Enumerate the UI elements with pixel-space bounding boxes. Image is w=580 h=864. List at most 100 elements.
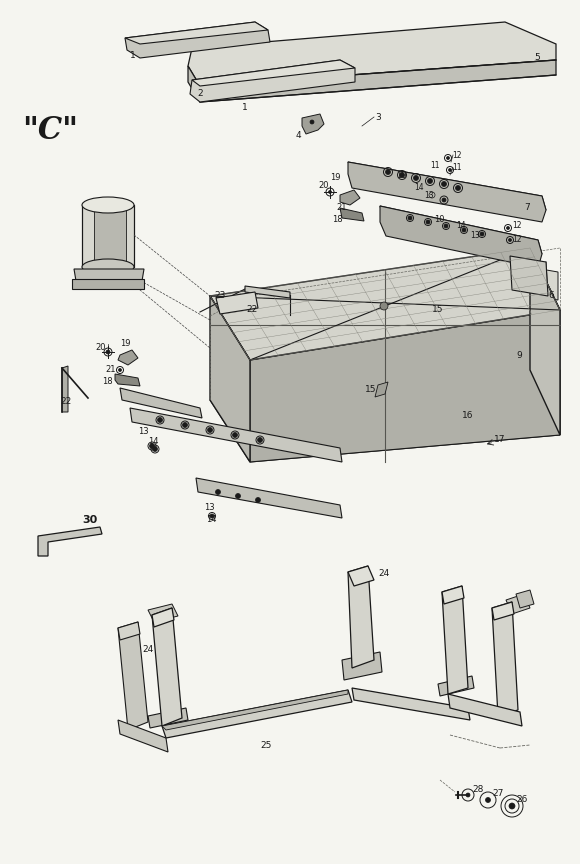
Polygon shape <box>245 286 290 298</box>
Polygon shape <box>250 310 560 462</box>
Polygon shape <box>348 566 374 586</box>
Polygon shape <box>190 60 355 102</box>
Polygon shape <box>448 694 522 726</box>
Polygon shape <box>340 208 364 221</box>
Circle shape <box>310 120 314 124</box>
Text: 24: 24 <box>378 569 389 579</box>
Polygon shape <box>118 622 140 640</box>
Polygon shape <box>375 382 388 397</box>
Text: 13: 13 <box>204 504 215 512</box>
Polygon shape <box>516 590 534 608</box>
Circle shape <box>210 514 214 518</box>
Text: 14: 14 <box>148 437 158 447</box>
Polygon shape <box>74 269 144 281</box>
Text: 13: 13 <box>424 190 434 200</box>
Text: 11: 11 <box>452 163 462 173</box>
Polygon shape <box>348 566 374 668</box>
Polygon shape <box>342 652 382 680</box>
Polygon shape <box>380 206 542 254</box>
Text: 26: 26 <box>516 796 527 804</box>
Text: 25: 25 <box>260 741 271 751</box>
Text: 18: 18 <box>332 215 343 225</box>
Text: 10: 10 <box>396 170 407 180</box>
Circle shape <box>380 302 388 310</box>
Text: 19: 19 <box>330 173 340 181</box>
Circle shape <box>158 417 162 422</box>
Text: 27: 27 <box>492 789 503 797</box>
Text: 12: 12 <box>512 221 521 231</box>
Polygon shape <box>188 22 556 86</box>
Text: 22: 22 <box>246 306 258 314</box>
Text: 24: 24 <box>142 645 153 655</box>
Circle shape <box>506 226 509 230</box>
Polygon shape <box>216 292 258 314</box>
Polygon shape <box>188 60 556 102</box>
Text: 22: 22 <box>60 397 71 406</box>
Text: 5: 5 <box>534 54 540 62</box>
Text: 13: 13 <box>138 428 148 436</box>
Circle shape <box>485 797 491 803</box>
Polygon shape <box>118 622 148 730</box>
Circle shape <box>462 228 466 232</box>
Text: 23: 23 <box>214 290 226 300</box>
Circle shape <box>447 156 450 160</box>
Polygon shape <box>510 256 548 296</box>
Text: 11: 11 <box>430 161 440 169</box>
Polygon shape <box>380 206 542 268</box>
Circle shape <box>400 173 404 177</box>
Text: 20: 20 <box>318 181 328 189</box>
Circle shape <box>480 232 484 236</box>
Polygon shape <box>148 708 188 728</box>
Polygon shape <box>210 296 250 462</box>
Text: 12: 12 <box>512 234 521 244</box>
Text: 19: 19 <box>120 339 130 347</box>
Circle shape <box>150 443 154 448</box>
Text: 3: 3 <box>375 113 380 123</box>
Text: 2: 2 <box>197 88 202 98</box>
Circle shape <box>216 490 220 494</box>
Polygon shape <box>530 248 560 435</box>
Text: 16: 16 <box>462 410 473 420</box>
Polygon shape <box>302 114 324 134</box>
Text: 14: 14 <box>456 220 466 230</box>
Text: 15: 15 <box>365 385 376 395</box>
Circle shape <box>408 216 412 220</box>
Text: 14: 14 <box>414 182 423 192</box>
Circle shape <box>444 224 448 228</box>
Circle shape <box>442 198 446 202</box>
Polygon shape <box>492 602 514 620</box>
Text: 14: 14 <box>206 516 216 524</box>
Text: "C": "C" <box>22 115 78 146</box>
Circle shape <box>509 803 515 809</box>
Polygon shape <box>438 676 474 696</box>
Polygon shape <box>72 279 144 289</box>
Circle shape <box>235 493 241 499</box>
Text: 13: 13 <box>470 232 480 240</box>
Polygon shape <box>120 388 202 418</box>
Text: 10: 10 <box>434 215 444 225</box>
Circle shape <box>386 169 390 175</box>
Circle shape <box>426 220 430 224</box>
Polygon shape <box>118 720 168 752</box>
Polygon shape <box>148 604 178 622</box>
Circle shape <box>258 437 263 442</box>
Circle shape <box>466 793 470 797</box>
Polygon shape <box>125 22 268 44</box>
Circle shape <box>328 190 332 194</box>
Polygon shape <box>442 586 464 604</box>
Polygon shape <box>442 586 468 694</box>
Polygon shape <box>192 60 355 86</box>
Polygon shape <box>38 527 102 556</box>
Polygon shape <box>82 205 134 267</box>
Polygon shape <box>212 314 244 345</box>
Ellipse shape <box>82 197 134 213</box>
Circle shape <box>509 238 512 242</box>
Polygon shape <box>162 690 352 738</box>
Circle shape <box>106 350 110 354</box>
Polygon shape <box>210 370 560 462</box>
Text: 15: 15 <box>432 306 444 314</box>
Polygon shape <box>94 203 126 263</box>
Text: 21: 21 <box>336 204 346 213</box>
Polygon shape <box>152 608 182 726</box>
Text: 18: 18 <box>102 378 113 386</box>
